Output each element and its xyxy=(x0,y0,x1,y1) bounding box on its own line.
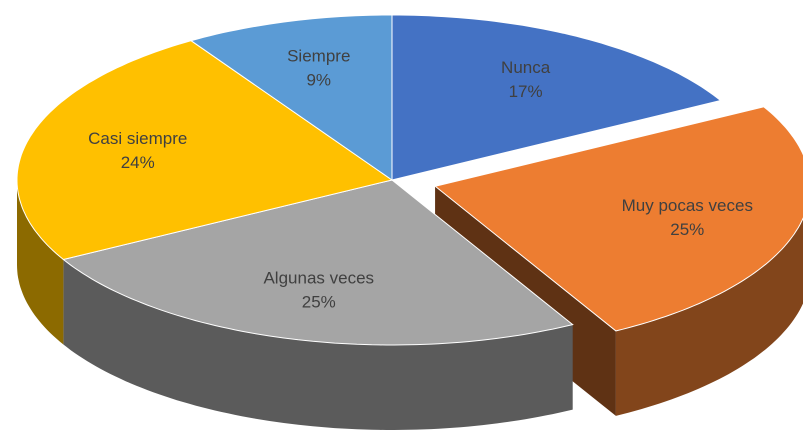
slice-value-label: 24% xyxy=(121,153,155,172)
slice-value-label: 17% xyxy=(509,82,543,101)
slice-label: Algunas veces xyxy=(263,268,374,287)
slice xyxy=(16,40,394,261)
slice xyxy=(189,14,393,181)
slice-label: Casi siempre xyxy=(88,129,187,148)
slice-side xyxy=(63,259,573,430)
slice-value-label: 25% xyxy=(670,220,704,239)
slice xyxy=(434,106,803,332)
slice-label: Muy pocas veces xyxy=(622,196,753,215)
slice-label: Siempre xyxy=(287,47,350,66)
slice-side xyxy=(615,218,803,416)
slice-value-label: 25% xyxy=(302,292,336,311)
slice xyxy=(62,179,574,346)
slice-label: Nunca xyxy=(501,58,551,77)
slice xyxy=(391,14,722,181)
slice-value-label: 9% xyxy=(306,71,331,90)
